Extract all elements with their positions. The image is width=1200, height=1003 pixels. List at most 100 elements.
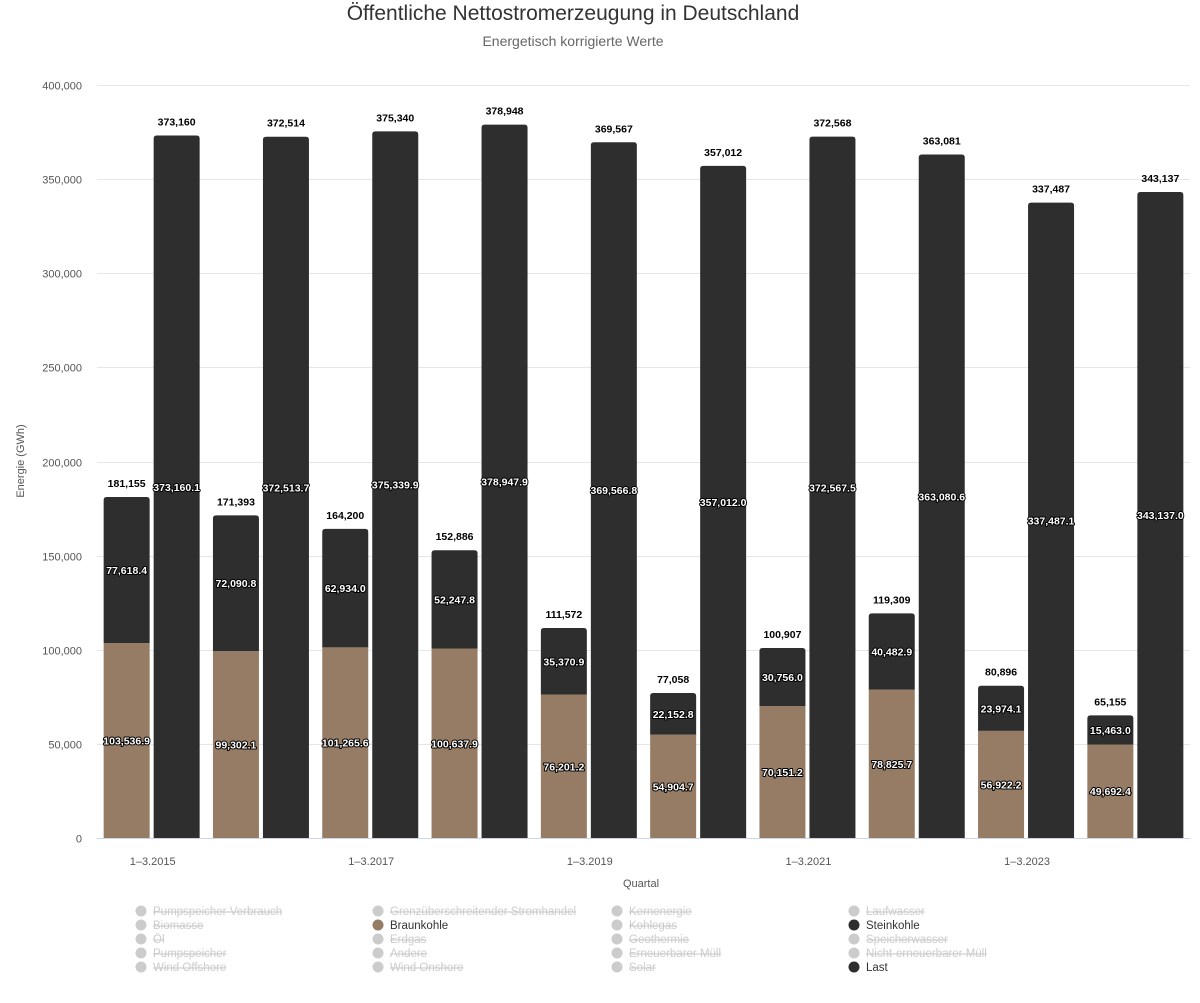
legend-item-wind-offshore[interactable]: Wind Offshore [135, 961, 227, 975]
bar-last-8[interactable] [1028, 202, 1075, 838]
data-label-steinkohle: 35,370.9 [543, 656, 584, 668]
data-label-braunkohle: 78,825.7 [871, 759, 912, 771]
legend-item-erdgas[interactable]: Erdgas [372, 933, 427, 947]
bar-steinkohle-1[interactable] [212, 515, 259, 652]
legend-label: Pumpspeicher Verbrauch [153, 906, 282, 918]
bar-last-5[interactable] [700, 165, 747, 838]
legend-marker [372, 961, 384, 973]
bar-last-0[interactable] [153, 135, 200, 838]
data-label-braunkohle: 100,637.9 [431, 738, 478, 750]
legend-label: Geothermie [629, 934, 689, 946]
legend-item-biomasse[interactable]: Biomasse [135, 919, 204, 933]
stack-total-label: 164,200 [326, 510, 364, 522]
legend-item-erneuerbarer-müll[interactable]: Erneuerbarer Müll [611, 947, 722, 961]
bar-braunkohle-6[interactable] [759, 705, 806, 838]
stack-total-label: 343,137 [1141, 173, 1179, 185]
gridlines [97, 85, 1190, 745]
data-label-steinkohle: 77,618.4 [106, 565, 147, 577]
legend-label: Laufwasser [866, 906, 925, 918]
legend-marker [135, 961, 147, 973]
bar-braunkohle-8[interactable] [978, 730, 1025, 838]
legend-item-solar[interactable]: Solar [611, 961, 657, 975]
bar-last-9[interactable] [1137, 192, 1184, 838]
legend-item-öl[interactable]: Öl [135, 933, 165, 947]
data-labels: 103,536.9 77,618.4 181,155 99,302.1 72,090.8… [102, 106, 1185, 800]
bar-braunkohle-2[interactable] [322, 647, 369, 838]
bar-last-4[interactable] [590, 142, 637, 838]
stack-total-label: 337,487 [1032, 184, 1070, 196]
legend-item-speicherwasser[interactable]: Speicherwasser [848, 933, 948, 947]
data-label-steinkohle: 22,152.8 [653, 709, 694, 721]
bar-braunkohle-1[interactable] [212, 651, 259, 838]
bar-braunkohle-4[interactable] [540, 694, 587, 838]
bar-steinkohle-7[interactable] [868, 613, 915, 690]
y-tick-label: 250,000 [42, 363, 82, 375]
stack-total-label: 373,160 [158, 117, 196, 129]
legend-item-wind-onshore[interactable]: Wind Onshore [372, 961, 464, 975]
bar-last-2[interactable] [372, 131, 419, 839]
legend-item-steinkohle[interactable]: Steinkohle [848, 919, 920, 933]
legend-item-andere[interactable]: Andere [372, 947, 428, 961]
bar-steinkohle-8[interactable] [978, 685, 1025, 731]
data-label-steinkohle: 52,247.8 [434, 594, 475, 606]
legend-item-kohlegas[interactable]: Kohlegas [611, 919, 678, 933]
bar-last-1[interactable] [262, 136, 309, 838]
data-label-braunkohle: 56,922.2 [981, 779, 1022, 791]
bar-last-6[interactable] [809, 136, 856, 839]
bar-braunkohle-3[interactable] [431, 648, 478, 838]
legend-item-last[interactable]: Last [848, 961, 889, 975]
data-label-last: 357,012.0 [700, 497, 747, 509]
stack-total-label: 65,155 [1094, 696, 1126, 708]
legend-marker [135, 933, 147, 945]
bar-braunkohle-7[interactable] [868, 689, 915, 838]
legend-item-kernenergie[interactable]: Kernenergie [611, 905, 692, 919]
data-label-braunkohle: 76,201.2 [543, 761, 584, 773]
bar-last-3[interactable] [481, 124, 528, 839]
legend-marker [848, 961, 860, 973]
y-tick-label: 300,000 [42, 269, 82, 281]
legend-label: Grenzüberschreitender Stromhandel [390, 906, 576, 918]
legend-marker [848, 947, 860, 959]
bar-steinkohle-2[interactable] [322, 528, 369, 648]
legend-marker [135, 919, 147, 931]
legend-item-grenzüberschreitender-stromhandel[interactable]: Grenzüberschreitender Stromhandel [372, 905, 577, 919]
legend-item-nicht-erneuerbarer-müll[interactable]: Nicht-erneuerbarer Müll [848, 947, 987, 961]
bar-steinkohle-6[interactable] [759, 648, 806, 706]
legend-item-braunkohle[interactable]: Braunkohle [372, 919, 449, 933]
legend-marker [372, 905, 384, 917]
legend-item-geothermie[interactable]: Geothermie [611, 933, 690, 947]
legend-label: Solar [629, 962, 656, 974]
bar-braunkohle-0[interactable] [103, 643, 150, 838]
bar-steinkohle-3[interactable] [431, 550, 478, 649]
bar-steinkohle-4[interactable] [540, 627, 587, 695]
legend-label: Andere [390, 948, 427, 960]
legend-item-laufwasser[interactable]: Laufwasser [848, 905, 925, 919]
data-label-braunkohle: 54,904.7 [653, 781, 694, 793]
legend-marker [611, 905, 623, 917]
legend-marker [848, 933, 860, 945]
bar-steinkohle-0[interactable] [103, 496, 150, 644]
legend-marker [372, 947, 384, 959]
data-label-braunkohle: 99,302.1 [216, 740, 257, 752]
data-label-steinkohle: 15,463.0 [1090, 725, 1131, 737]
legend-marker [135, 947, 147, 959]
bar-steinkohle-9[interactable] [1087, 715, 1134, 745]
legend-label: Wind Onshore [390, 962, 464, 974]
x-tick-label: 1–3.2021 [786, 856, 832, 868]
bar-braunkohle-5[interactable] [650, 734, 697, 838]
data-label-last: 372,513.7 [263, 482, 310, 494]
data-label-last: 363,080.6 [918, 491, 965, 503]
bar-steinkohle-5[interactable] [650, 692, 697, 735]
data-label-steinkohle: 72,090.8 [216, 578, 257, 590]
legend-item-pumpspeicher-verbrauch[interactable]: Pumpspeicher Verbrauch [135, 905, 283, 919]
bar-braunkohle-9[interactable] [1087, 744, 1134, 838]
legend-marker [372, 919, 384, 931]
bar-last-7[interactable] [918, 154, 965, 839]
stack-total-label: 77,058 [657, 674, 689, 686]
stack-total-label: 152,886 [436, 531, 474, 543]
data-label-last: 375,339.9 [372, 480, 419, 492]
data-label-steinkohle: 40,482.9 [871, 647, 912, 659]
legend-item-pumpspeicher[interactable]: Pumpspeicher [135, 947, 227, 961]
data-label-last: 343,137.0 [1137, 510, 1184, 522]
